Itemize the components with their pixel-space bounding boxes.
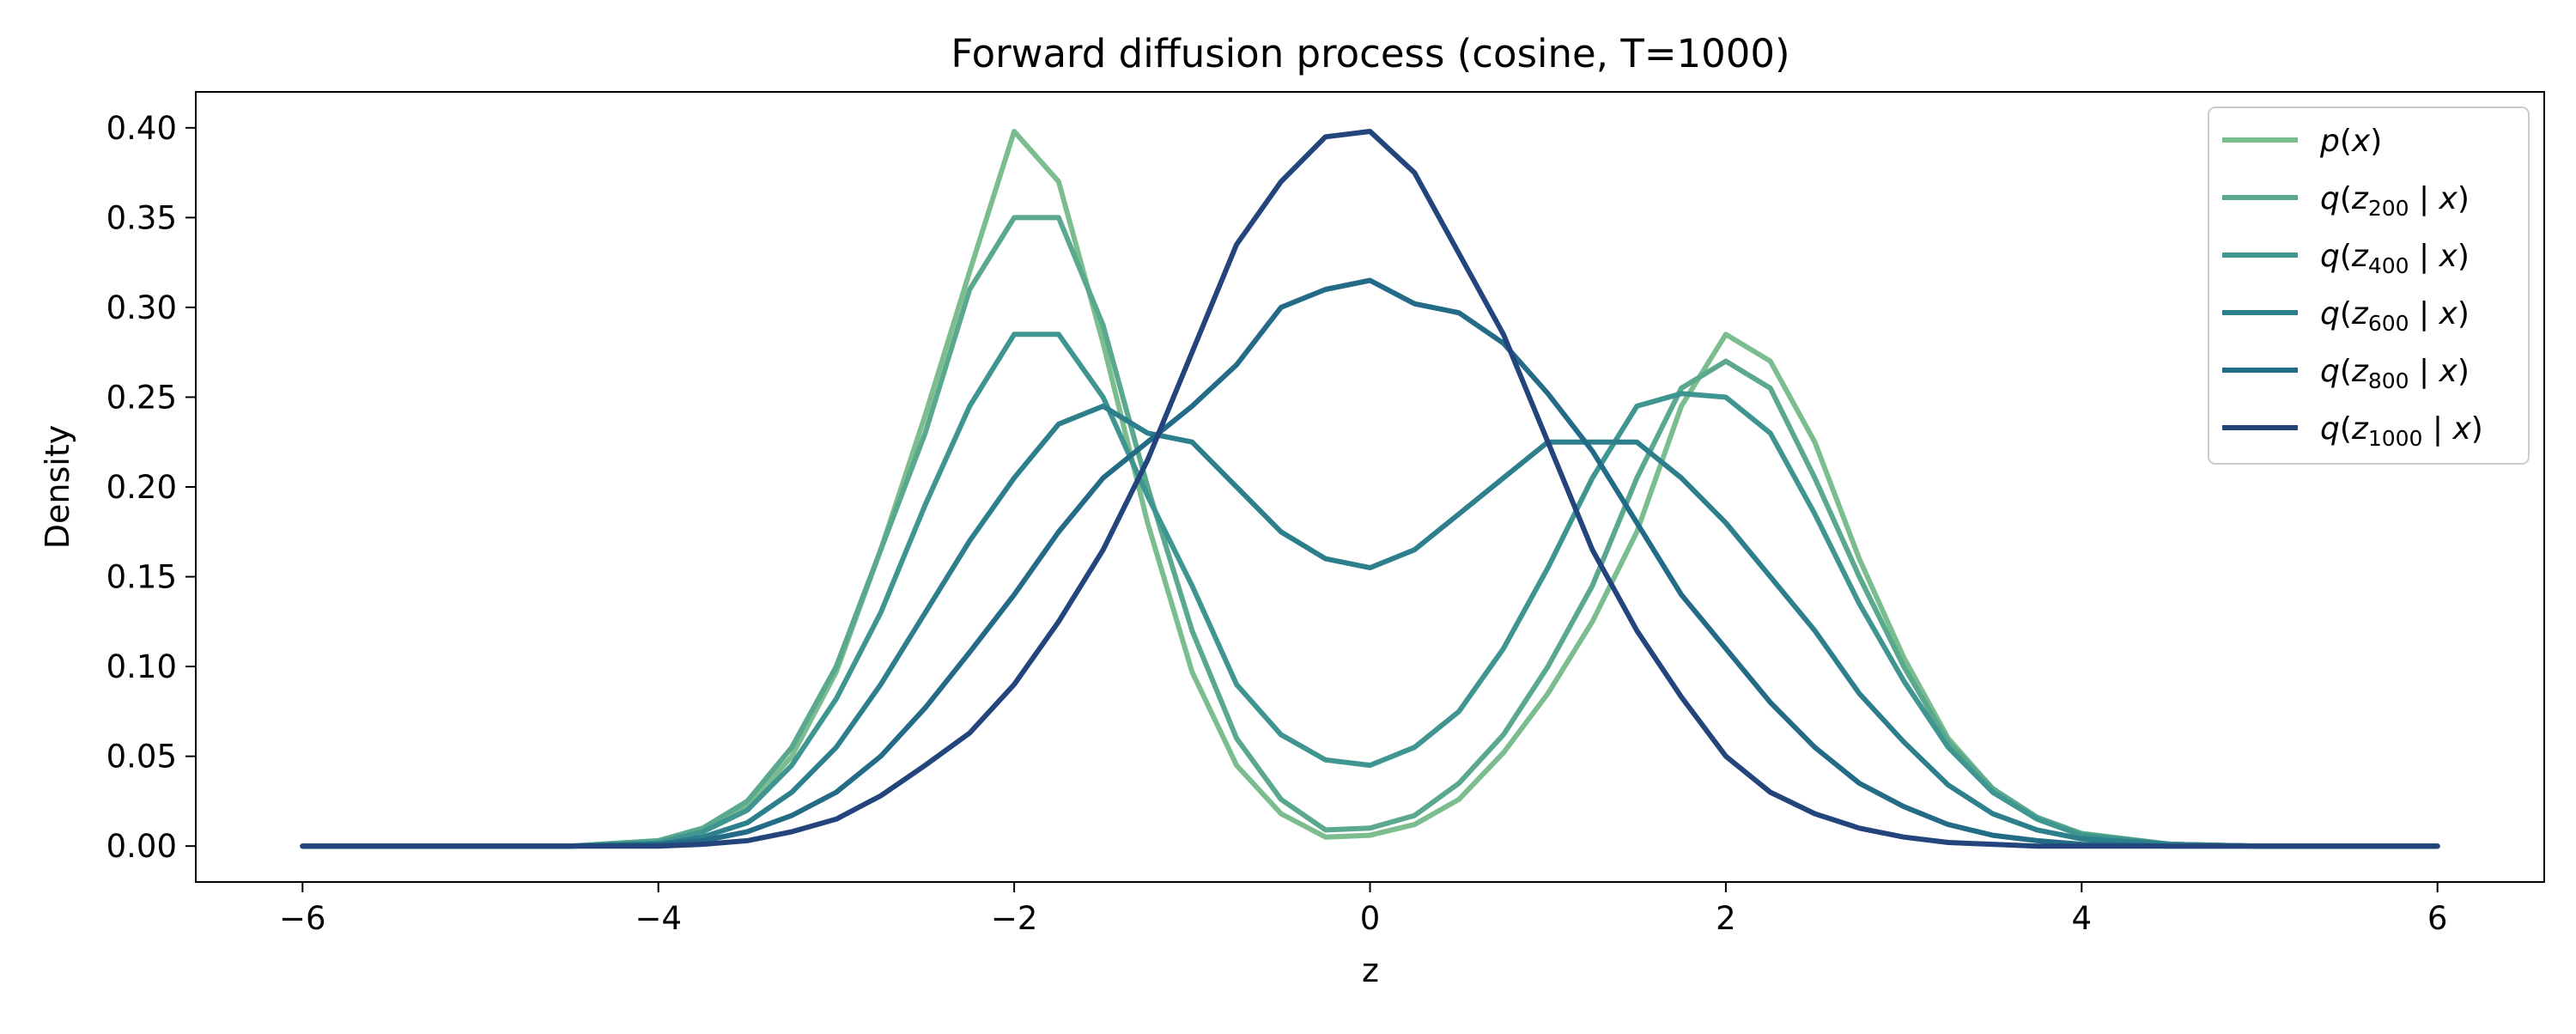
y-tick-label: 0.10 — [106, 648, 177, 685]
chart-title: Forward diffusion process (cosine, T=100… — [951, 31, 1789, 76]
legend-entry-label: q(z200 | x) — [2320, 181, 2470, 221]
x-axis-label: z — [1362, 952, 1379, 989]
legend: p(x) q(z200 | x) q(z400 | x) q(z600 | x) q(z… — [2208, 106, 2530, 465]
y-axis: 0.00 0.05 0.10 0.15 0.20 0.25 0.30 0.35 0.40 — [106, 110, 196, 865]
y-tick-label: 0.40 — [106, 110, 177, 147]
x-tick-label: −2 — [991, 900, 1038, 937]
legend-entry-label: q(z600 | x) — [2320, 296, 2470, 336]
y-axis-label: Density — [39, 425, 76, 549]
y-tick-label: 0.25 — [106, 379, 177, 416]
series-line-q-800 — [300, 277, 2440, 849]
legend-box — [2208, 106, 2530, 465]
legend-entry-label: q(z1000 | x) — [2320, 411, 2483, 451]
y-tick-label: 0.35 — [106, 199, 177, 236]
y-tick-label: 0.20 — [106, 469, 177, 506]
series-line-q-400 — [300, 331, 2440, 849]
series-line-p — [300, 129, 2440, 849]
series-line-q-200 — [300, 215, 2440, 849]
x-axis: −6 −4 −2 0 2 4 6 — [279, 882, 2447, 937]
x-tick-label: −4 — [635, 900, 682, 937]
legend-entry-label: q(z400 | x) — [2320, 239, 2470, 278]
y-tick-label: 0.00 — [106, 828, 177, 865]
legend-entry-label: p(x) — [2319, 124, 2382, 159]
series-line-q-1000 — [300, 129, 2440, 849]
legend-entry-label: q(z800 | x) — [2320, 354, 2470, 393]
series-line-q-600 — [300, 403, 2440, 849]
x-tick-label: 2 — [1716, 900, 1736, 937]
x-tick-label: 6 — [2427, 900, 2448, 937]
x-tick-label: −6 — [279, 900, 326, 937]
x-tick-label: 0 — [1360, 900, 1381, 937]
y-tick-label: 0.15 — [106, 559, 177, 596]
series-layer — [300, 129, 2440, 849]
y-tick-label: 0.30 — [106, 289, 177, 326]
x-tick-label: 4 — [2072, 900, 2093, 937]
y-tick-label: 0.05 — [106, 739, 177, 776]
